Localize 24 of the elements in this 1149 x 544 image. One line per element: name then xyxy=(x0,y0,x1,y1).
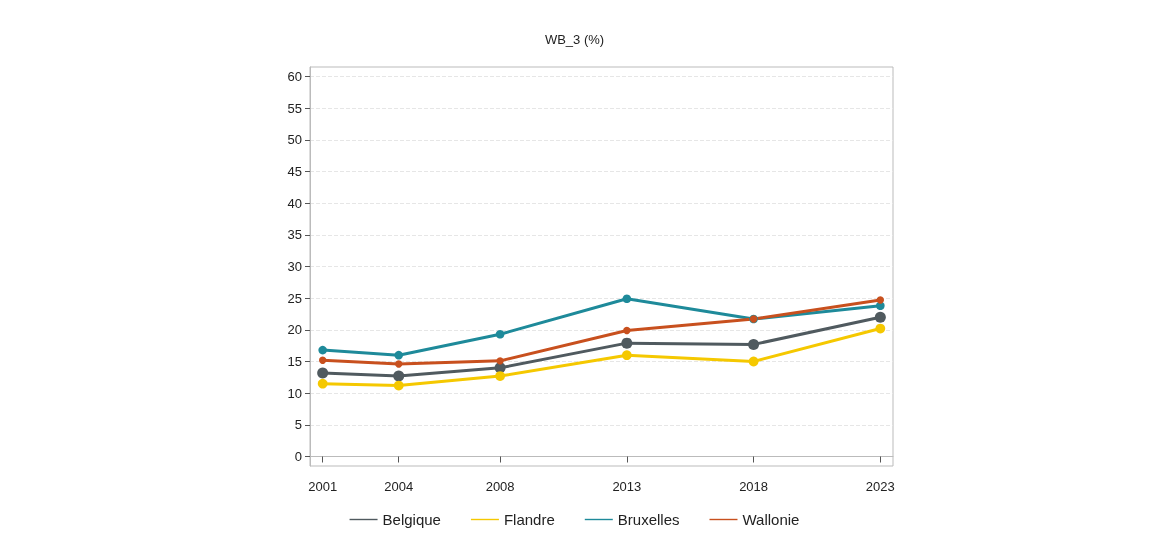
legend-label: Belgique xyxy=(382,511,441,528)
x-tick-label: 2008 xyxy=(485,479,515,494)
y-tick-label: 15 xyxy=(287,354,302,369)
x-tick-label: 2004 xyxy=(384,479,414,494)
y-tick-label: 50 xyxy=(287,132,302,148)
y-tick-label: 5 xyxy=(294,417,302,433)
x-tick-label: 2013 xyxy=(612,479,642,494)
y-tick-label: 20 xyxy=(287,322,302,338)
y-tick-label: 35 xyxy=(287,227,302,243)
y-tick-label: 55 xyxy=(287,100,302,116)
y-tick-label: 45 xyxy=(287,164,302,179)
y-tick-label: 25 xyxy=(287,290,302,306)
x-tick-label: 2001 xyxy=(308,479,338,494)
legend-label: Wallonie xyxy=(742,511,800,528)
x-tick-label: 2023 xyxy=(865,479,895,494)
y-tick-label: 60 xyxy=(287,69,302,84)
chart-title: WB_3 (%) xyxy=(544,32,605,47)
y-tick-label: 30 xyxy=(287,259,302,274)
y-tick-label: 40 xyxy=(287,195,302,211)
y-tick-label: 10 xyxy=(287,385,302,401)
legend-label: Flandre xyxy=(503,511,555,528)
y-tick-label: 0 xyxy=(294,449,302,464)
legend-label: Bruxelles xyxy=(617,511,680,528)
x-tick-label: 2018 xyxy=(739,479,769,494)
